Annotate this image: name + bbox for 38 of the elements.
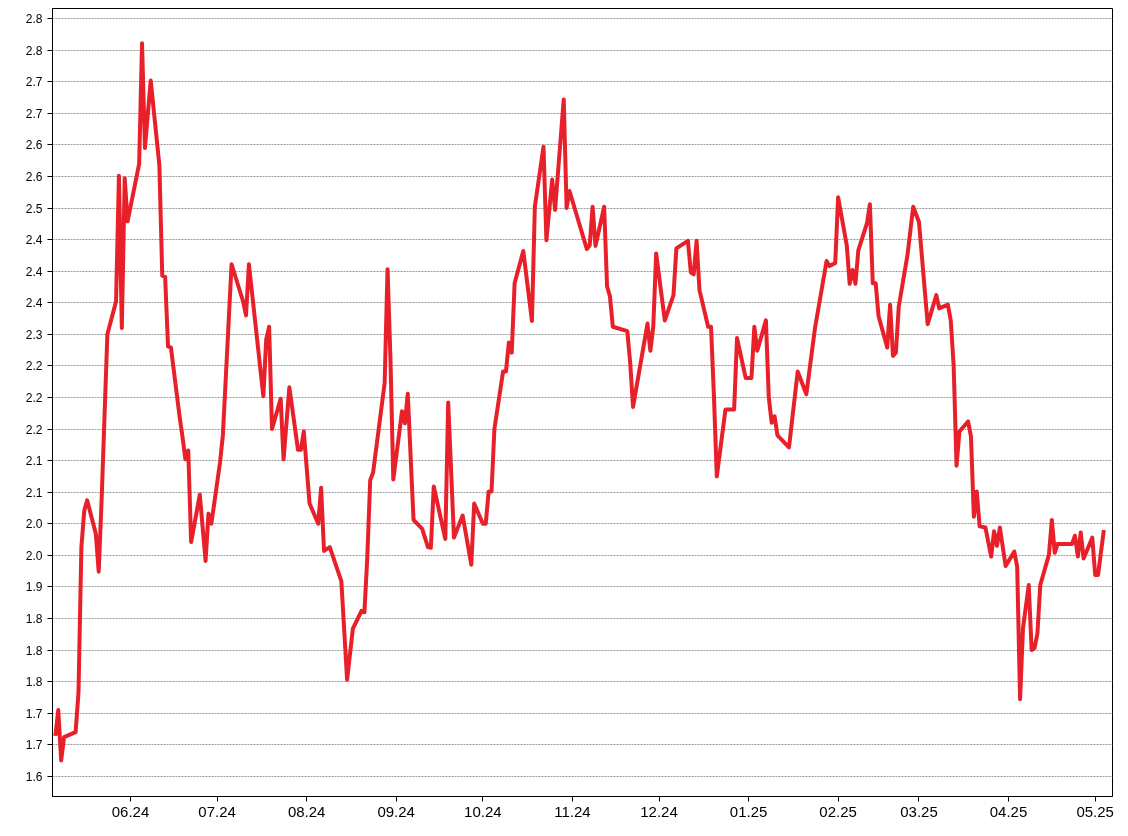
y-tick-label: 2.2 [25, 390, 43, 405]
y-tick-label: 2.8 [25, 12, 43, 27]
x-tick-label: 11.24 [554, 802, 591, 820]
y-tick-label: 2.6 [25, 138, 43, 153]
y-tick-label: 2.2 [25, 422, 43, 437]
y-tick-label: 2.7 [25, 75, 43, 90]
y-tick-label: 2.6 [25, 169, 43, 184]
y-tick-label: 2.7 [25, 106, 43, 121]
y-tick-label: 2.3 [25, 327, 43, 342]
x-tick-label: 01.25 [729, 802, 768, 820]
y-tick-label: 2.5 [25, 201, 43, 216]
y-tick-label: 1.7 [25, 706, 43, 721]
line-series [53, 41, 1106, 763]
y-tick-label: 2.0 [25, 517, 43, 532]
x-tick-label: 04.25 [989, 802, 1028, 820]
x-tick-label: 07.24 [198, 802, 236, 820]
y-tick-label: 1.7 [25, 738, 43, 753]
y-tick-label: 1.9 [25, 580, 43, 595]
y-tick-label: 2.4 [25, 296, 43, 311]
y-tick-label: 1.8 [25, 643, 43, 658]
x-tick-label: 09.24 [377, 802, 415, 820]
y-tick-label: 2.1 [25, 485, 43, 500]
y-tick-label: 2.1 [25, 454, 43, 469]
x-tick-label: 06.24 [111, 802, 150, 820]
y-tick-label: 2.4 [25, 264, 43, 279]
y-tick-label: 2.8 [25, 43, 43, 58]
x-tick-label: 03.25 [900, 802, 938, 820]
y-tick-label: 2.4 [25, 233, 43, 248]
y-tick-label: 1.6 [25, 769, 43, 784]
y-tick-label: 1.8 [25, 611, 43, 626]
y-tick-label: 1.8 [25, 675, 43, 690]
y-tick-label: 2.0 [25, 548, 43, 563]
x-tick-label: 10.24 [464, 802, 502, 820]
x-tick-label: 02.25 [819, 802, 857, 820]
x-tick-label: 08.24 [287, 802, 326, 820]
x-tick-label: 05.25 [1076, 802, 1114, 820]
y-tick-label: 2.2 [25, 359, 43, 374]
x-tick-label: 12.24 [640, 802, 678, 820]
